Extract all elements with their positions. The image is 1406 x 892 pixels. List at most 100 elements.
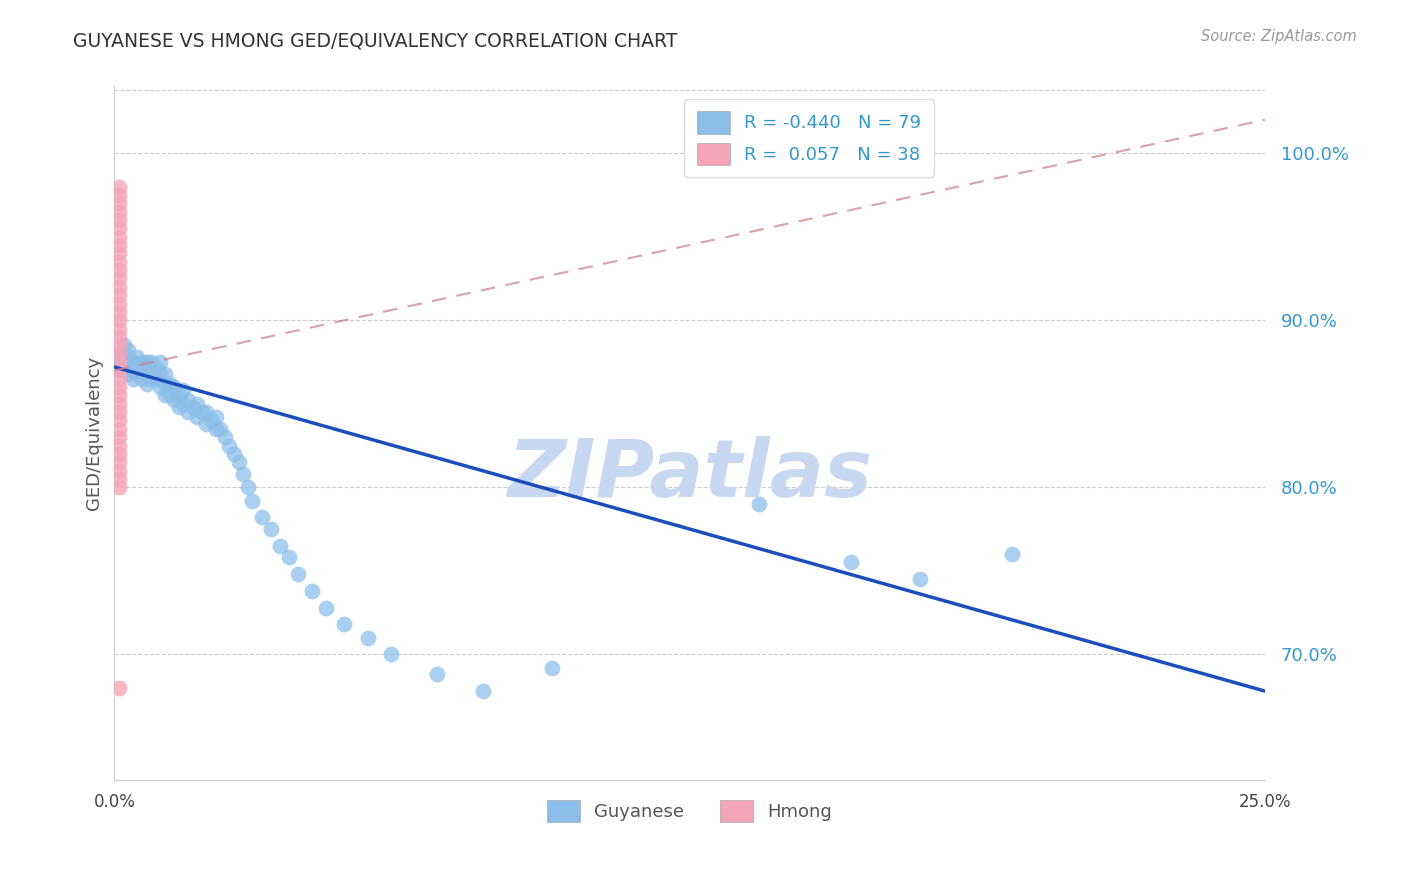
Point	[748, 497, 770, 511]
Point	[242, 493, 264, 508]
Point	[121, 355, 143, 369]
Point	[112, 338, 135, 352]
Point	[108, 188, 131, 202]
Point	[108, 288, 131, 302]
Point	[108, 238, 131, 252]
Point	[149, 355, 172, 369]
Point	[471, 684, 494, 698]
Point	[108, 355, 131, 369]
Point	[108, 229, 131, 244]
Point	[108, 330, 131, 344]
Point	[127, 350, 149, 364]
Point	[163, 380, 186, 394]
Point	[141, 355, 163, 369]
Point	[108, 280, 131, 294]
Point	[121, 372, 143, 386]
Point	[135, 355, 157, 369]
Point	[149, 367, 172, 381]
Point	[186, 410, 208, 425]
Point	[186, 397, 208, 411]
Point	[108, 305, 131, 319]
Point	[356, 631, 378, 645]
Point	[108, 196, 131, 211]
Text: GUYANESE VS HMONG GED/EQUIVALENCY CORRELATION CHART: GUYANESE VS HMONG GED/EQUIVALENCY CORREL…	[73, 31, 678, 50]
Point	[108, 388, 131, 402]
Point	[112, 355, 135, 369]
Point	[163, 393, 186, 408]
Point	[108, 422, 131, 436]
Y-axis label: GED/Equivalency: GED/Equivalency	[86, 356, 103, 510]
Point	[131, 355, 153, 369]
Point	[108, 372, 131, 386]
Point	[108, 380, 131, 394]
Legend: Guyanese, Hmong: Guyanese, Hmong	[537, 789, 842, 833]
Point	[108, 271, 131, 285]
Point	[172, 384, 194, 398]
Point	[200, 413, 222, 427]
Point	[269, 539, 291, 553]
Point	[108, 681, 131, 695]
Point	[204, 422, 226, 436]
Point	[108, 405, 131, 419]
Point	[839, 556, 862, 570]
Point	[108, 254, 131, 268]
Point	[214, 430, 236, 444]
Point	[127, 367, 149, 381]
Point	[141, 363, 163, 377]
Point	[425, 667, 447, 681]
Point	[228, 455, 250, 469]
Point	[117, 367, 139, 381]
Point	[108, 355, 131, 369]
Point	[141, 372, 163, 386]
Point	[108, 204, 131, 219]
Point	[131, 363, 153, 377]
Point	[167, 400, 190, 414]
Text: Source: ZipAtlas.com: Source: ZipAtlas.com	[1201, 29, 1357, 44]
Point	[108, 296, 131, 310]
Point	[149, 380, 172, 394]
Point	[236, 480, 259, 494]
Point	[135, 367, 157, 381]
Point	[301, 583, 323, 598]
Point	[181, 400, 204, 414]
Point	[108, 464, 131, 478]
Point	[108, 447, 131, 461]
Point	[108, 430, 131, 444]
Point	[380, 648, 402, 662]
Point	[195, 417, 218, 431]
Point	[315, 600, 337, 615]
Point	[108, 363, 131, 377]
Point	[260, 522, 283, 536]
Point	[135, 376, 157, 391]
Point	[218, 438, 240, 452]
Point	[121, 363, 143, 377]
Point	[108, 213, 131, 227]
Point	[172, 397, 194, 411]
Point	[1001, 547, 1024, 561]
Point	[108, 321, 131, 335]
Point	[145, 359, 167, 374]
Point	[108, 313, 131, 327]
Point	[222, 447, 245, 461]
Point	[209, 422, 232, 436]
Point	[204, 410, 226, 425]
Point	[153, 376, 176, 391]
Point	[108, 179, 131, 194]
Point	[117, 350, 139, 364]
Point	[108, 246, 131, 260]
Point	[153, 367, 176, 381]
Point	[159, 376, 181, 391]
Point	[108, 338, 131, 352]
Point	[108, 472, 131, 486]
Point	[108, 413, 131, 427]
Point	[112, 350, 135, 364]
Point	[195, 405, 218, 419]
Point	[177, 393, 200, 408]
Point	[333, 617, 356, 632]
Point	[121, 355, 143, 369]
Point	[108, 263, 131, 277]
Point	[908, 572, 931, 586]
Point	[108, 480, 131, 494]
Point	[145, 372, 167, 386]
Point	[250, 510, 273, 524]
